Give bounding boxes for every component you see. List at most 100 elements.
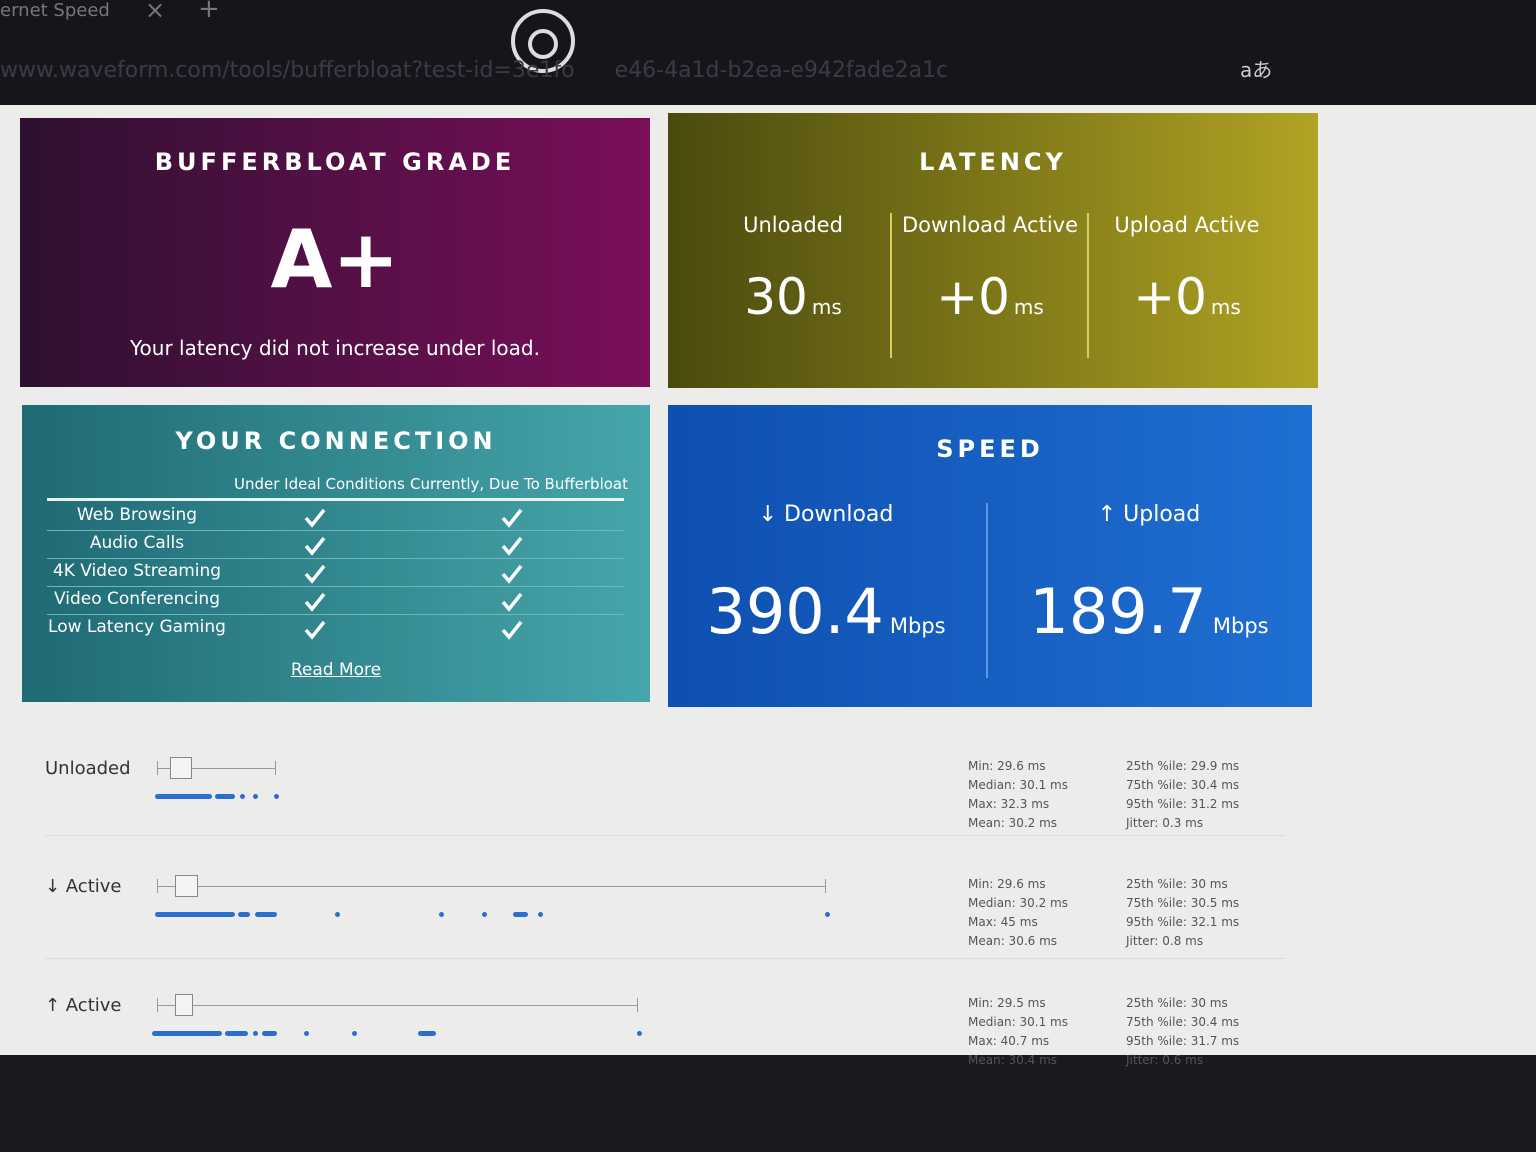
stat: Max: 45 ms [968,915,1038,929]
percentile: 75th %ile: 30.4 ms [1126,1015,1240,1029]
dot-cluster [152,1031,222,1036]
url[interactable]: www.waveform.com/tools/bufferbloat?test-… [0,58,948,83]
header-rule [47,498,624,501]
read-more[interactable]: Read More [290,660,382,680]
stat: Median: 30.2 ms [968,896,1068,910]
speed-value: 390.4 Mbps [666,575,986,648]
dot-cluster [215,794,235,799]
value: 390.4 [706,575,884,648]
connection-title: YOUR CONNECTION [175,427,497,455]
dot-cluster [513,912,528,917]
dot-cluster [155,912,235,917]
unit: ms [811,295,842,319]
browser-bar: ernet Speed × + www.waveform.com/tools/b… [0,0,1536,105]
check [304,536,326,556]
dot-cluster [418,1031,436,1036]
box [175,994,193,1016]
whisker [157,768,275,769]
dot [482,912,487,917]
dot [304,1031,309,1036]
percentile: 75th %ile: 30.5 ms [1126,896,1240,910]
percentile: 25th %ile: 29.9 ms [1126,759,1240,773]
tab-title[interactable]: ernet Speed [0,0,110,21]
row-label: 4K Video Streaming [52,561,222,581]
check [304,564,326,584]
percentile: 95th %ile: 31.7 ms [1126,1034,1240,1048]
latency-label: Download Active [901,213,1079,237]
latency-value: 30 ms [683,268,903,326]
unit: Mbps [1212,614,1269,638]
dot-cluster [225,1031,248,1036]
speed-value: 189.7 Mbps [989,575,1309,648]
whisker [157,1005,637,1006]
stat: Median: 30.1 ms [968,778,1068,792]
translate-icon[interactable]: aあ [1240,58,1273,82]
check [501,564,523,584]
row-rule [47,614,624,615]
dot [253,794,258,799]
tab-close[interactable]: × [145,0,166,24]
row-label: ↑ Active [45,995,122,1016]
stat: Mean: 30.6 ms [968,934,1058,948]
row-rule [47,558,624,559]
whisker-cap [825,879,826,893]
divider [986,503,988,678]
row-label: Video Conferencing [53,589,220,609]
row-rule [47,586,624,587]
check [501,508,523,528]
grade-message: Your latency did not increase under load… [130,336,540,360]
percentile: Jitter: 0.8 ms [1126,934,1204,948]
percentile: 25th %ile: 30 ms [1126,996,1228,1010]
speed-label: ↓ Download [758,502,894,527]
dot [253,1031,258,1036]
box [170,757,192,779]
latency-card: LATENCY Unloaded 30 ms Download Active +0 ms U… [668,113,1318,388]
unit: ms [1210,295,1241,319]
check [304,592,326,612]
new-tab[interactable]: + [198,0,220,24]
row-label: Unloaded [45,758,131,779]
check [304,620,326,640]
whisker-cap [157,761,158,775]
speed-label: ↑ Upload [1097,502,1201,527]
whisker-cap [157,998,158,1012]
stat: Min: 29.6 ms [968,759,1046,773]
percentile: Jitter: 0.3 ms [1126,816,1204,830]
value: 189.7 [1029,575,1207,648]
column-header: Currently, Due To Bufferbloat [410,475,628,493]
row-rule [45,958,1285,959]
percentile: 25th %ile: 30 ms [1126,877,1228,891]
stat: Min: 29.6 ms [968,877,1046,891]
whisker [157,886,825,887]
stat: Min: 29.5 ms [968,996,1046,1010]
stat: Max: 32.3 ms [968,797,1050,811]
check [501,592,523,612]
value: 30 [744,268,808,326]
latency-value: +0 ms [880,268,1100,326]
url-start: www.waveform.com/tools/bufferbloat?test-… [0,58,575,83]
dot [825,912,830,917]
dot [637,1031,642,1036]
box [175,875,198,897]
row-rule [45,835,1285,836]
latency-label: Upload Active [1114,213,1260,237]
dot-cluster [255,912,277,917]
url-end: e46-4a1d-b2ea-e942fade2a1c [614,58,949,83]
stat: Max: 40.7 ms [968,1034,1050,1048]
row-label: Low Latency Gaming [48,617,226,637]
divider [890,213,892,358]
unit: ms [1013,295,1044,319]
latency-label: Unloaded [743,213,843,237]
percentile: 95th %ile: 32.1 ms [1126,915,1240,929]
check [501,536,523,556]
latency-value: +0 ms [1077,268,1297,326]
whisker-cap [637,998,638,1012]
percentile: 75th %ile: 30.4 ms [1126,778,1240,792]
dot [538,912,543,917]
speed-title: SPEED [936,435,1044,463]
dot [352,1031,357,1036]
whisker-cap [275,761,276,775]
dot-cluster [238,912,250,917]
stat: Median: 30.1 ms [968,1015,1068,1029]
